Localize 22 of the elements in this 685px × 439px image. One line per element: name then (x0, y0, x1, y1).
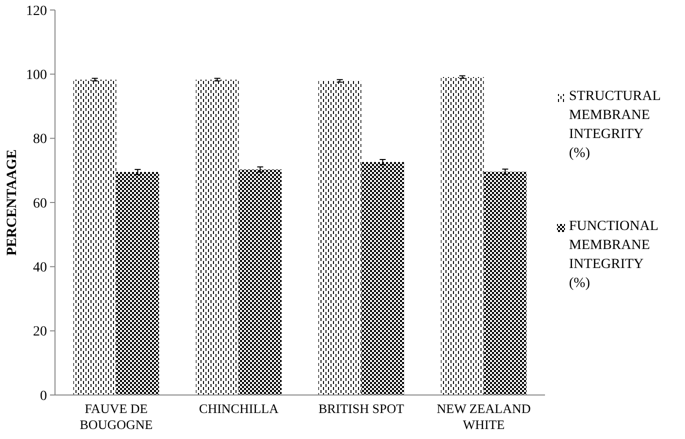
legend-label: STRUCTURAL MEMBRANE INTEGRITY (%) (569, 89, 661, 161)
y-tick-label: 100 (26, 68, 47, 84)
y-tick-label: 20 (33, 324, 47, 340)
x-tick-label: BRITISH SPOT (318, 401, 404, 416)
y-tick-label: 40 (33, 260, 47, 276)
bar (361, 162, 404, 395)
legend-label: FUNCTIONAL MEMBRANE INTEGRITY (%) (569, 219, 658, 291)
y-axis-title: PERCENTAAGE (5, 149, 20, 256)
bar (196, 80, 239, 395)
y-tick-label: 60 (33, 196, 47, 212)
bar (238, 169, 282, 395)
x-tick-label: CHINCHILLA (199, 401, 280, 416)
y-tick-label: 80 (33, 132, 47, 148)
bar (484, 172, 527, 395)
bar (318, 80, 362, 395)
bar (73, 80, 116, 395)
x-tick-label: FAUVE DE BOUGOGNE (80, 401, 153, 432)
bar (440, 77, 484, 395)
y-tick-label: 120 (26, 4, 47, 19)
y-tick-label: 0 (40, 388, 47, 404)
bar (116, 172, 160, 395)
x-tick-label: NEW ZEALAND WHITE (436, 401, 531, 432)
